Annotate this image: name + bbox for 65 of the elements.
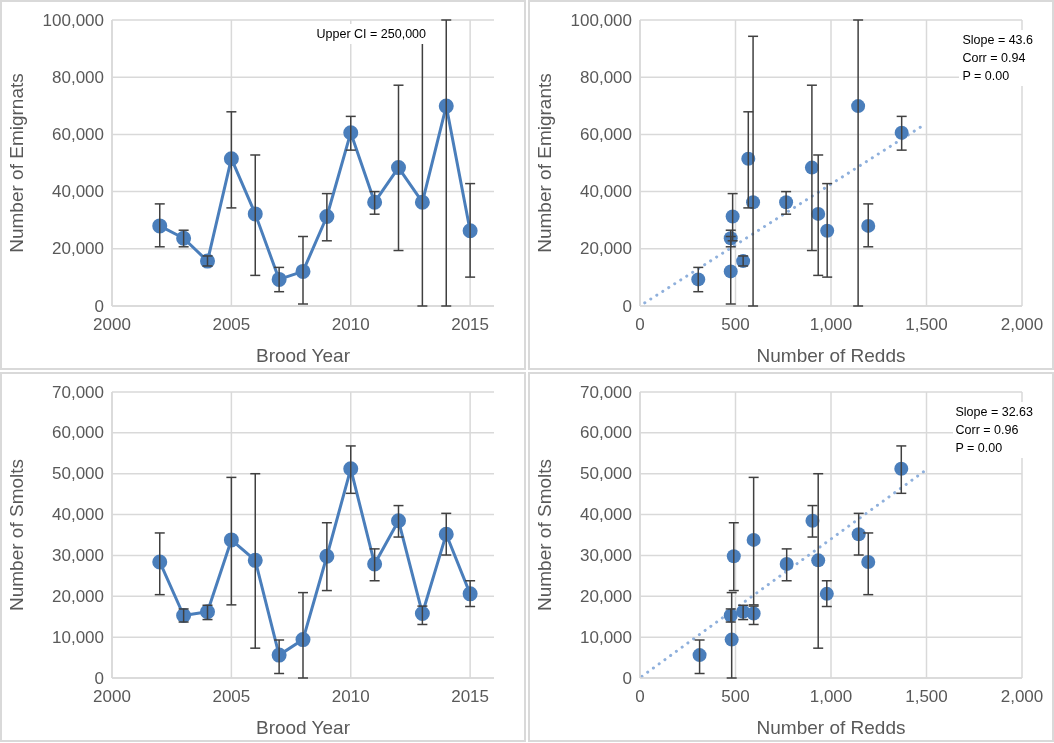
- x-tick-label: 2015: [451, 314, 490, 334]
- annotation: P = 0.00: [962, 68, 1011, 85]
- point: [894, 461, 909, 476]
- y-tick-label: 0: [622, 296, 632, 316]
- x-tick-label: 2000: [93, 314, 131, 334]
- y-tick-label: 80,000: [52, 67, 104, 87]
- x-tick-label: 2005: [212, 314, 251, 334]
- x-axis-title: Number of Redds: [756, 717, 906, 738]
- x-tick-label: 1,500: [905, 314, 948, 334]
- x-tick-label: 0: [635, 686, 645, 706]
- y-tick-label: 60,000: [52, 124, 104, 144]
- y-tick-label: 0: [94, 296, 104, 316]
- y-tick-label: 100,000: [42, 10, 104, 30]
- y-tick-label: 70,000: [52, 382, 104, 402]
- x-tick-label: 500: [721, 686, 750, 706]
- x-tick-label: 2000: [93, 686, 131, 706]
- annotation: P = 0.00: [955, 440, 1004, 457]
- y-tick-label: 60,000: [580, 124, 632, 144]
- y-tick-label: 100,000: [570, 10, 632, 30]
- x-tick-label: 1,000: [809, 314, 853, 334]
- y-tick-label: 20,000: [580, 239, 632, 259]
- y-tick-label: 40,000: [52, 505, 104, 525]
- x-tick-label: 1,500: [905, 686, 948, 706]
- x-tick-label: 2010: [331, 686, 370, 706]
- x-axis-title: Brood Year: [255, 717, 351, 738]
- point: [746, 532, 761, 547]
- y-tick-label: 60,000: [52, 423, 104, 443]
- x-axis-title: Number of Redds: [756, 345, 906, 366]
- annotation: Corr = 0.94: [962, 50, 1027, 67]
- point: [692, 648, 707, 663]
- point: [779, 557, 794, 572]
- annotation: Slope = 43.6: [962, 32, 1033, 49]
- annotation: Corr = 0.96: [955, 422, 1020, 439]
- y-tick-label: 10,000: [580, 627, 632, 647]
- x-tick-label: 2,000: [1000, 314, 1044, 334]
- y-tick-label: 30,000: [52, 545, 104, 565]
- y-tick-label: 10,000: [52, 627, 104, 647]
- y-tick-label: 70,000: [580, 382, 632, 402]
- y-axis-title: Number of Emigrants: [533, 73, 555, 253]
- y-tick-label: 80,000: [580, 67, 632, 87]
- y-tick-label: 20,000: [52, 586, 104, 606]
- y-tick-label: 0: [94, 668, 104, 688]
- x-tick-label: 500: [721, 314, 750, 334]
- y-axis-title: Number of Emigrnats: [5, 73, 27, 253]
- x-tick-label: 2005: [212, 686, 251, 706]
- x-tick-label: 2015: [451, 686, 490, 706]
- y-tick-label: 40,000: [580, 505, 632, 525]
- annotation: Upper CI = 250,000: [316, 25, 426, 43]
- y-axis-title: Number of Smolts: [5, 458, 27, 612]
- y-tick-label: 40,000: [52, 182, 104, 202]
- x-tick-label: 2,000: [1000, 686, 1044, 706]
- y-tick-label: 30,000: [580, 545, 632, 565]
- y-tick-label: 20,000: [580, 586, 632, 606]
- y-tick-label: 0: [622, 668, 632, 688]
- y-tick-label: 20,000: [52, 239, 104, 259]
- y-tick-label: 50,000: [52, 464, 104, 484]
- annotation: Slope = 32.63: [955, 404, 1033, 421]
- y-tick-label: 60,000: [580, 423, 632, 443]
- y-tick-label: 50,000: [580, 464, 632, 484]
- y-tick-label: 40,000: [580, 182, 632, 202]
- x-tick-label: 0: [635, 314, 645, 334]
- x-tick-label: 2010: [331, 314, 370, 334]
- y-axis-title: Number of Smolts: [533, 458, 555, 612]
- x-axis-title: Brood Year: [255, 345, 351, 366]
- x-tick-label: 1,000: [809, 686, 853, 706]
